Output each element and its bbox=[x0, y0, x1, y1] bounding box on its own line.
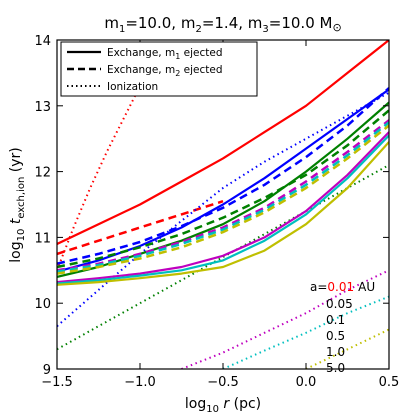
series-line-a1.0-m2-ejected bbox=[57, 121, 389, 273]
series-line-a5.0-m1-ejected bbox=[57, 141, 389, 286]
series-line-a0.05-m2-ejected bbox=[57, 87, 389, 265]
y-tick-label: 11 bbox=[34, 231, 51, 246]
y-axis-label: log10 texch,ion (yr) bbox=[8, 147, 27, 262]
y-tick-label: 13 bbox=[34, 100, 51, 115]
x-axis-label: log10 r (pc) bbox=[185, 396, 261, 415]
series-line-a5.0-ionization bbox=[305, 328, 389, 369]
annotation-line-0.01: a=0.01 AU bbox=[310, 280, 375, 294]
x-tick-label: −0.5 bbox=[207, 375, 239, 390]
legend-label-ionization: Ionization bbox=[107, 81, 158, 93]
legend: Exchange, m1 ejected Exchange, m2 ejecte… bbox=[60, 41, 258, 97]
annotation-line-0.1: 0.1 bbox=[326, 313, 345, 327]
series-line-a0.1-ionization bbox=[57, 164, 389, 351]
series-layer bbox=[57, 40, 389, 369]
y-tick-label: 14 bbox=[34, 34, 51, 49]
legend-label-m1: Exchange, m1 ejected bbox=[107, 47, 223, 61]
tick-layer: −1.5 −1.0 −0.5 0.0 0.5 9 10 11 12 13 14 bbox=[34, 34, 399, 390]
x-tick-label: −1.0 bbox=[124, 375, 156, 390]
x-tick-label: 0.0 bbox=[296, 375, 317, 390]
series-line-a0.05-ionization bbox=[57, 91, 389, 327]
series-line-a1.0-m1-ejected bbox=[57, 134, 389, 285]
x-tick-label: 0.5 bbox=[379, 375, 400, 390]
y-tick-label: 12 bbox=[34, 166, 51, 181]
chart-title: m1=10.0, m2=1.4, m3=10.0 M⊙ bbox=[104, 14, 341, 35]
series-line-a0.05-m1-ejected bbox=[57, 88, 389, 273]
series-line-a0.01-m1-ejected bbox=[57, 40, 389, 245]
legend-label-m2: Exchange, m2 ejected bbox=[107, 64, 223, 78]
y-tick-label: 9 bbox=[43, 363, 51, 378]
series-line-a0.1-m2-ejected bbox=[57, 109, 389, 269]
series-line-a5.0-m2-ejected bbox=[57, 124, 389, 275]
series-line-a0.5-m2-ejected bbox=[57, 119, 389, 272]
series-line-a0.1-m1-ejected bbox=[57, 101, 389, 278]
series-line-a0.5-m1-ejected bbox=[57, 131, 389, 284]
y-tick-label: 10 bbox=[34, 297, 51, 312]
annotation-line-0.5: 0.5 bbox=[326, 329, 345, 343]
separation-annotation: a=0.01 AU 0.05 0.1 0.5 1.0 5.0 bbox=[310, 280, 375, 375]
annotation-line-0.05: 0.05 bbox=[326, 297, 353, 311]
x-tick-label: −1.5 bbox=[41, 375, 73, 390]
series-line-a1.0-ionization bbox=[222, 295, 389, 369]
annotation-line-1.0: 1.0 bbox=[326, 345, 345, 359]
annotation-line-5.0: 5.0 bbox=[326, 361, 345, 375]
